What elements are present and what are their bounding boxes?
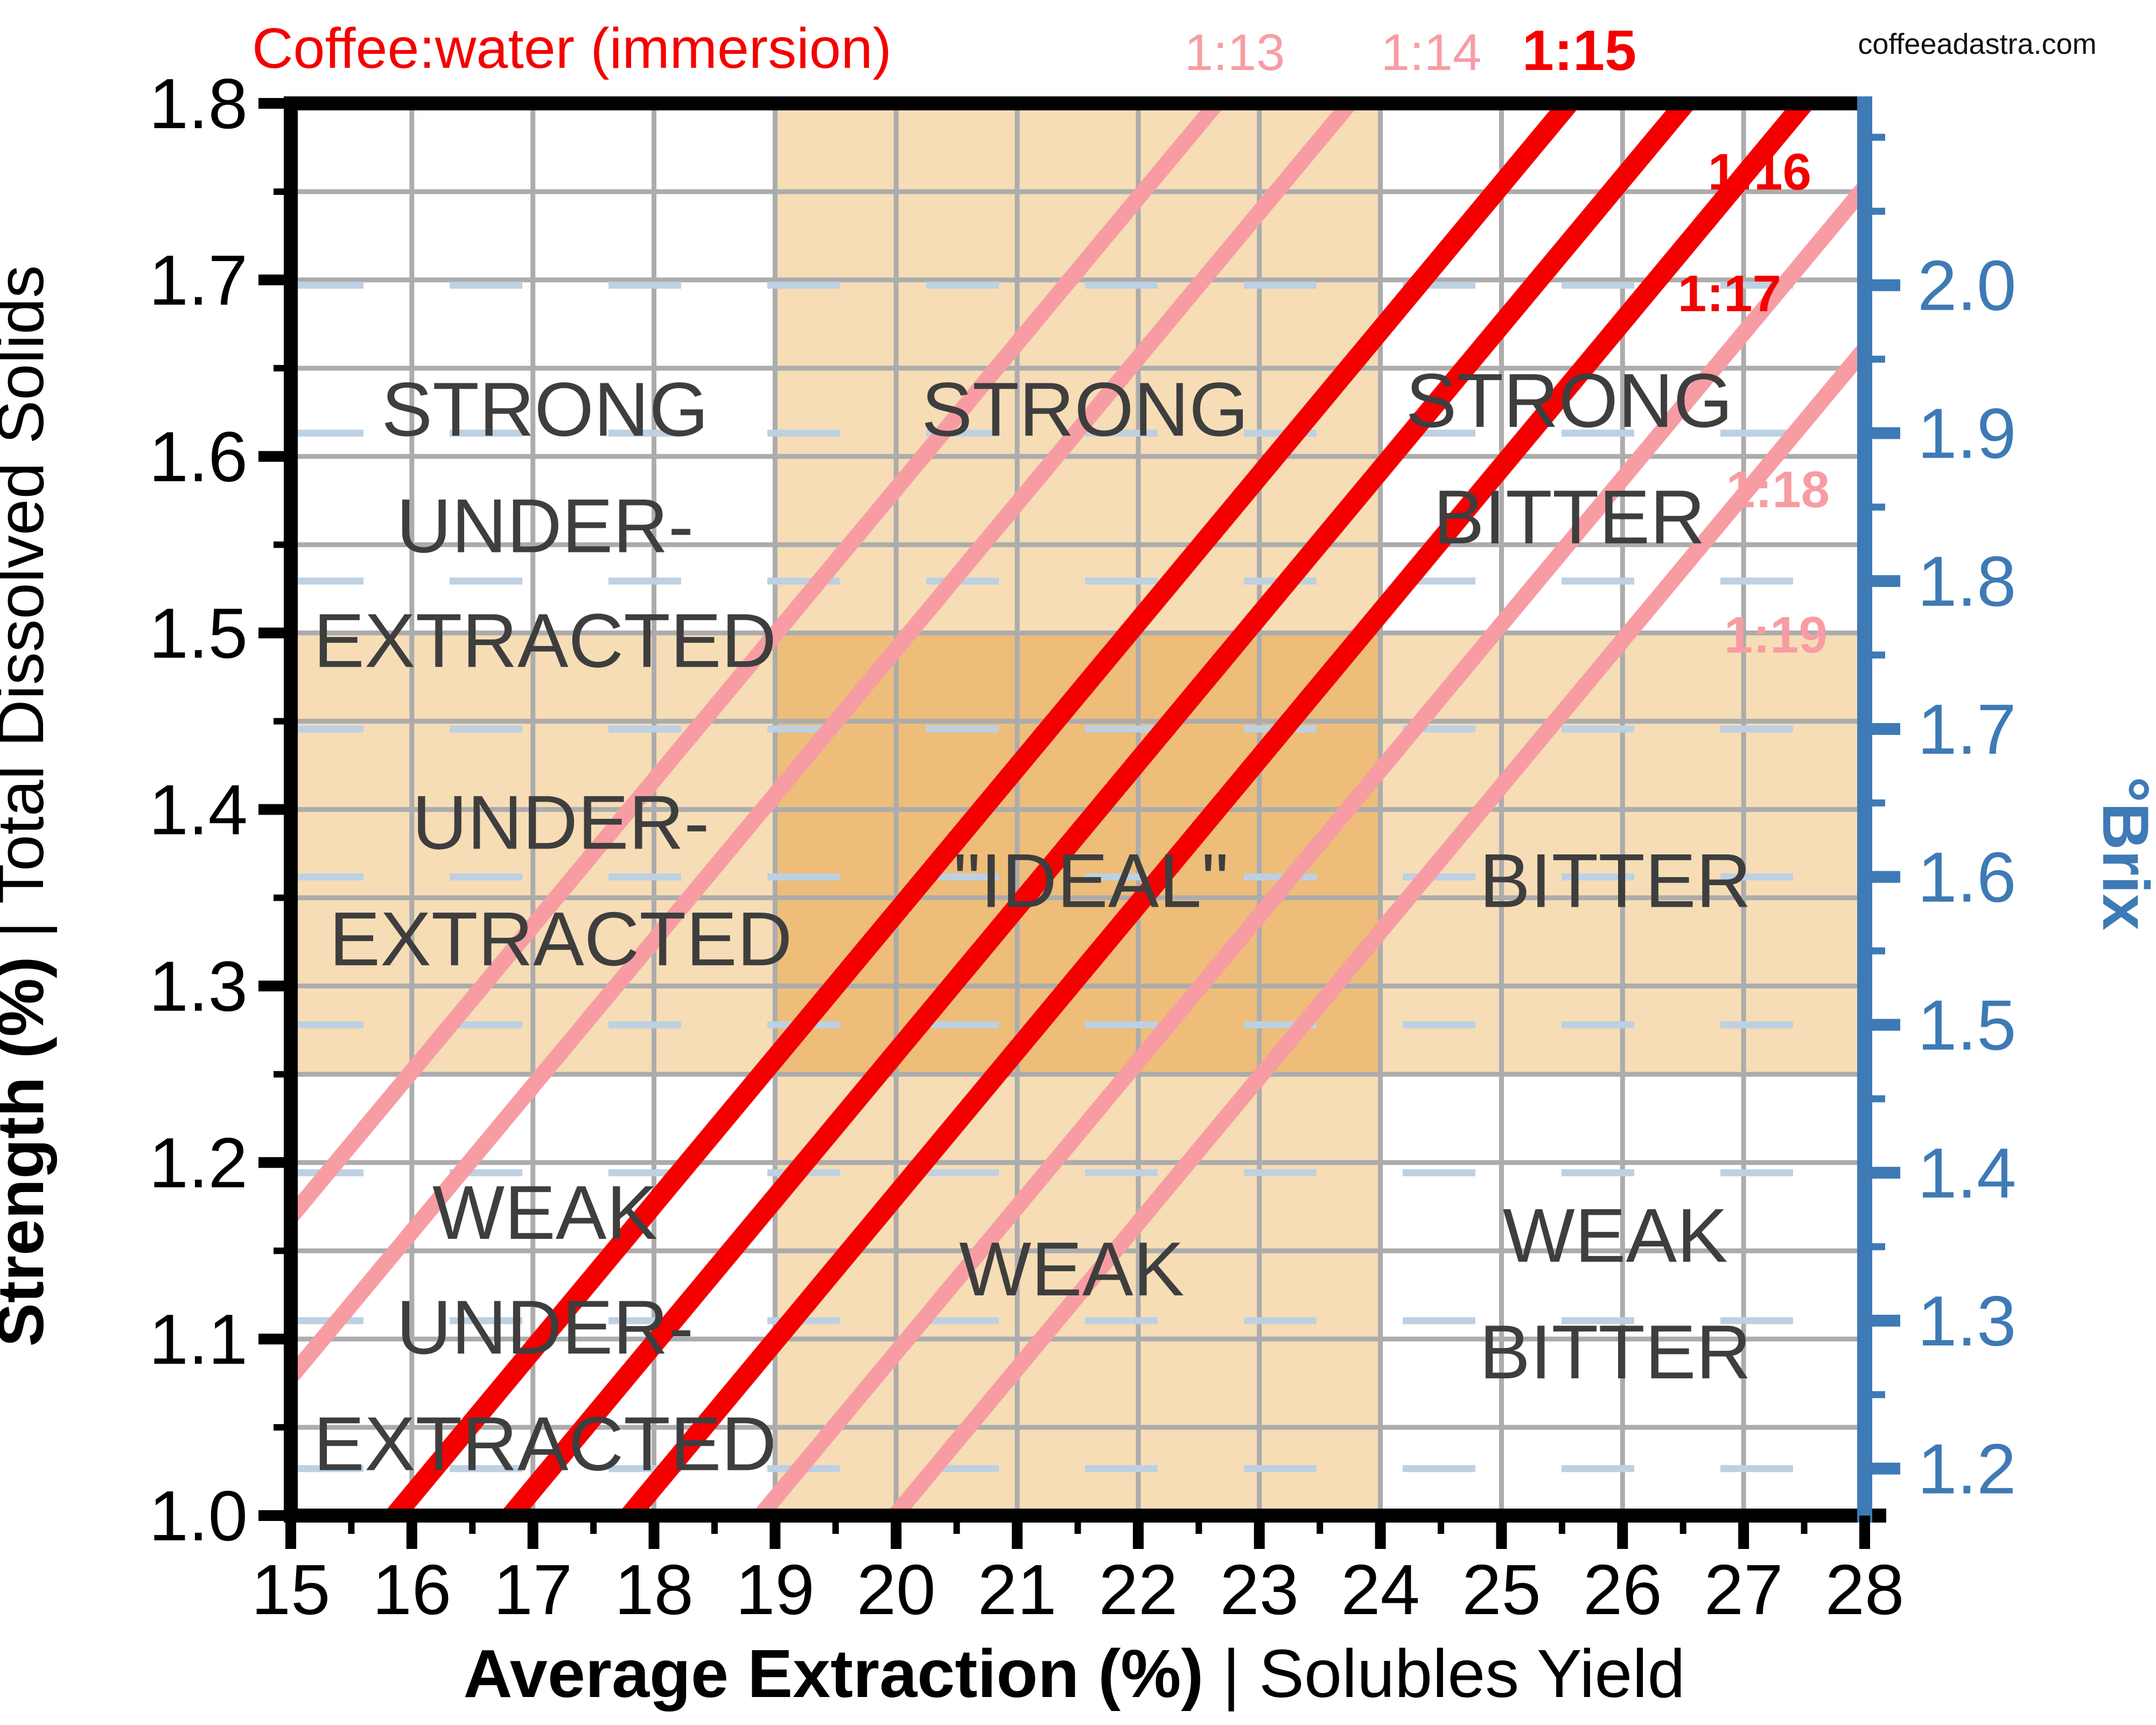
brix-tick-label: 2.0	[1917, 246, 2017, 325]
y-tick-label: 1.0	[149, 1476, 248, 1555]
x-tick-label: 22	[1099, 1550, 1178, 1629]
region-label-under-extracted: UNDER-	[412, 780, 709, 865]
brix-tick-label: 1.3	[1917, 1281, 2017, 1361]
y-tick-label: 1.6	[149, 417, 248, 496]
ratio-label-1-19: 1:19	[1724, 606, 1828, 664]
y-tick-label: 1.2	[149, 1123, 248, 1202]
y-tick-label: 1.1	[149, 1300, 248, 1379]
ratio-line-1-18	[750, 174, 1865, 1516]
region-label-under-extracted: EXTRACTED	[329, 896, 792, 982]
x-axis-title: Average Extraction (%) | Solubles Yield	[463, 1636, 1685, 1712]
brix-tick-label: 1.7	[1917, 690, 2017, 769]
x-tick-label: 24	[1341, 1550, 1420, 1629]
y-tick-label: 1.3	[149, 946, 248, 1026]
region-label-strong-bitter: STRONG	[1406, 358, 1733, 444]
x-tick-label: 26	[1583, 1550, 1662, 1629]
ratio-lines	[291, 103, 1865, 1516]
region-label-weak-under-extracted: UNDER-	[396, 1285, 694, 1370]
x-tick-label: 19	[736, 1550, 815, 1629]
region-label-weak-bitter: BITTER	[1479, 1309, 1751, 1395]
region-label-bitter: BITTER	[1479, 838, 1751, 924]
x-tick-label: 23	[1220, 1550, 1299, 1629]
gridlines	[291, 103, 1865, 1516]
region-label-ideal: "IDEAL"	[954, 838, 1229, 924]
x-tick-label: 25	[1462, 1550, 1541, 1629]
region-labels: STRONG UNDER- EXTRACTED STRONG STRONG BITTER U…	[313, 358, 1751, 1487]
region-label-weak-under-extracted: EXTRACTED	[313, 1401, 776, 1487]
ratio-line-1-15	[381, 103, 1583, 1516]
ratio-line-1-16	[498, 103, 1699, 1516]
ratio-label-1-14: 1:14	[1381, 24, 1482, 81]
x-tick-label: 16	[372, 1550, 451, 1629]
tick-labels: 15 16 17 18 19 20 21 22 23 24 25 26 27 28 1.0 1.1 1.2 1.3…	[149, 64, 2017, 1629]
y-tick-label: 1.8	[149, 64, 248, 143]
region-label-weak-bitter: WEAK	[1503, 1193, 1728, 1279]
x-tick-label: 27	[1704, 1550, 1783, 1629]
axis-ticks	[258, 98, 1900, 1549]
ratio-line-1-13	[291, 103, 1227, 1230]
x-tick-label: 18	[614, 1550, 694, 1629]
region-label-strong-under-extracted: UNDER-	[396, 483, 694, 569]
brix-tick-label: 1.9	[1917, 394, 2017, 473]
x-tick-label: 21	[978, 1550, 1057, 1629]
ratio-line-1-17	[616, 103, 1817, 1516]
x-tick-label: 20	[857, 1550, 936, 1629]
region-label-strong-under-extracted: STRONG	[381, 367, 708, 452]
ratio-label-1-17: 1:17	[1678, 265, 1781, 322]
x-tick-label: 28	[1825, 1550, 1905, 1629]
ratio-label-1-16: 1:16	[1708, 143, 1811, 201]
brix-tick-label: 1.2	[1917, 1429, 2017, 1509]
ratio-line-1-19	[884, 336, 1865, 1516]
brix-axis-title: °Brix	[2089, 776, 2156, 930]
x-tick-label: 15	[251, 1550, 331, 1629]
brix-tick-label: 1.5	[1917, 986, 2017, 1065]
region-label-strong: STRONG	[921, 367, 1248, 452]
chart-title: Coffee:water (immersion)	[252, 17, 892, 80]
ratio-line-1-14	[291, 103, 1361, 1390]
region-label-strong-bitter: BITTER	[1433, 474, 1705, 560]
y-tick-label: 1.4	[149, 770, 248, 850]
ratio-label-1-18: 1:18	[1726, 461, 1830, 518]
watermark: coffeeadastra.com	[1858, 28, 2096, 60]
y-axis-title: Strength (%) | Total Dissolved Solids	[0, 265, 57, 1347]
ratio-label-1-13: 1:13	[1185, 24, 1285, 81]
brix-dashed-gridlines	[291, 282, 1865, 1472]
brix-tick-label: 1.4	[1917, 1133, 2017, 1212]
brix-tick-label: 1.8	[1917, 542, 2017, 621]
y-tick-label: 1.5	[149, 594, 248, 673]
y-tick-label: 1.7	[149, 241, 248, 320]
region-label-strong-under-extracted: EXTRACTED	[313, 598, 776, 684]
ratio-label-1-15: 1:15	[1522, 19, 1636, 82]
region-label-weak: WEAK	[959, 1226, 1184, 1312]
x-tick-label: 17	[493, 1550, 572, 1629]
region-label-weak-under-extracted: WEAK	[432, 1170, 657, 1256]
brix-tick-label: 1.6	[1917, 838, 2017, 917]
